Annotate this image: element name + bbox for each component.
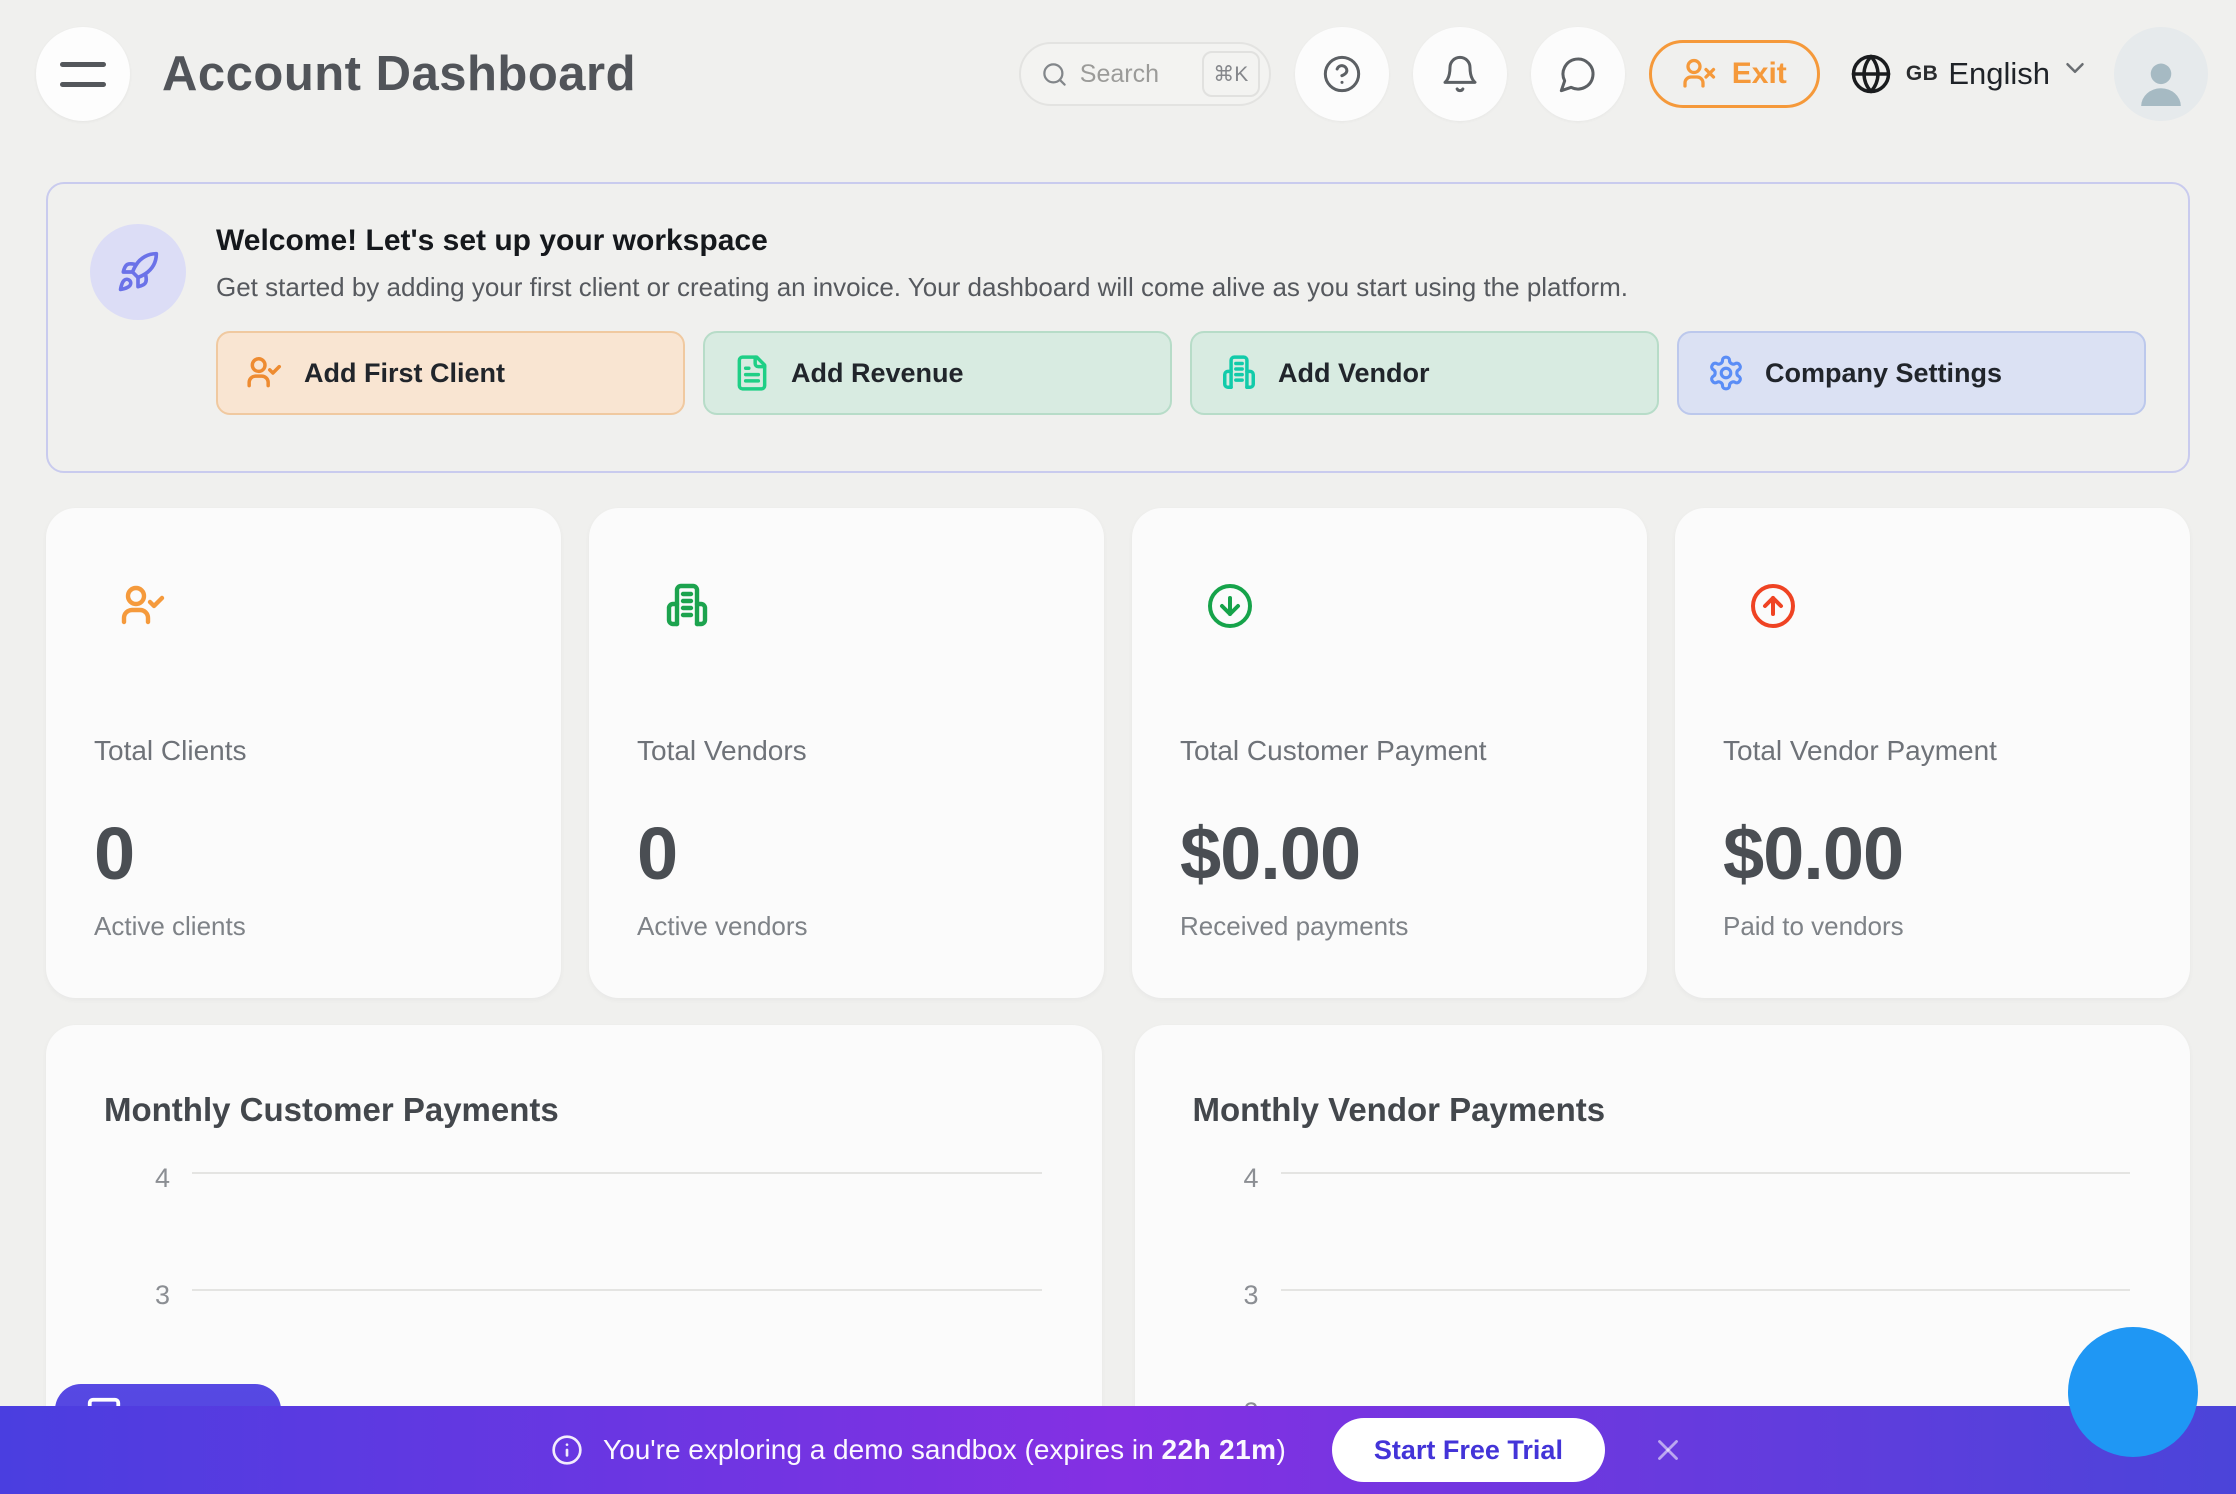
language-name: English bbox=[1948, 56, 2050, 91]
language-selector[interactable]: GB English bbox=[1850, 53, 2090, 95]
search-shortcut-badge: ⌘K bbox=[1201, 51, 1260, 97]
stat-card-total-clients: Total Clients 0 Active clients bbox=[46, 508, 561, 998]
rocket-icon bbox=[118, 251, 159, 292]
action-label: Add Revenue bbox=[791, 357, 964, 388]
welcome-subtitle: Get started by adding your first client … bbox=[216, 272, 1628, 302]
exit-label: Exit bbox=[1731, 57, 1787, 90]
stat-card-total-vendors: Total Vendors 0 Active vendors bbox=[589, 508, 1104, 998]
gridline bbox=[1280, 1288, 2130, 1291]
user-check-icon bbox=[247, 357, 281, 388]
banner-message: You're exploring a demo sandbox (expires… bbox=[603, 1434, 1286, 1465]
welcome-card: Welcome! Let's set up your workspace Get… bbox=[46, 182, 2190, 473]
stat-title: Total Clients bbox=[94, 735, 247, 766]
search-icon bbox=[1043, 62, 1066, 86]
building-icon bbox=[1223, 355, 1255, 389]
stat-subtitle: Active vendors bbox=[637, 911, 808, 941]
action-label: Add First Client bbox=[304, 357, 505, 388]
chart-title: Monthly Vendor Payments bbox=[1192, 1091, 1606, 1128]
arrow-down-circle-icon bbox=[1208, 584, 1252, 628]
top-bar-right: ⌘K Exit GB English bbox=[1018, 27, 2208, 121]
gridline bbox=[192, 1171, 1042, 1174]
stat-subtitle: Paid to vendors bbox=[1723, 911, 1904, 941]
exit-button[interactable]: Exit bbox=[1648, 40, 1820, 108]
welcome-title: Welcome! Let's set up your workspace bbox=[216, 224, 768, 257]
stat-subtitle: Received payments bbox=[1180, 911, 1409, 941]
banner-close-button[interactable] bbox=[1651, 1433, 1685, 1467]
stat-value: $0.00 bbox=[1180, 812, 1361, 895]
action-label: Add Vendor bbox=[1278, 357, 1430, 388]
globe-icon bbox=[1851, 54, 1891, 94]
y-axis-tick: 4 bbox=[1243, 1163, 1259, 1193]
stat-title: Total Vendor Payment bbox=[1723, 735, 1997, 766]
hamburger-icon bbox=[60, 61, 106, 87]
page-title: Account Dashboard bbox=[162, 47, 637, 101]
add-revenue-button[interactable]: Add Revenue bbox=[703, 331, 1172, 415]
demo-sandbox-banner: You're exploring a demo sandbox (expires… bbox=[0, 1406, 2236, 1494]
action-label: Company Settings bbox=[1765, 357, 2003, 388]
file-text-icon bbox=[737, 355, 767, 391]
stat-value: 0 bbox=[94, 812, 135, 895]
y-axis-tick: 4 bbox=[154, 1163, 170, 1193]
chart-title: Monthly Customer Payments bbox=[104, 1091, 559, 1128]
add-vendor-button[interactable]: Add Vendor bbox=[1190, 331, 1659, 415]
add-first-client-button[interactable]: Add First Client bbox=[216, 331, 685, 415]
gridline bbox=[1280, 1171, 2130, 1174]
expires-hours: 22h bbox=[1161, 1434, 1212, 1465]
search-box[interactable]: ⌘K bbox=[1018, 42, 1271, 106]
language-code: GB bbox=[1905, 62, 1939, 85]
expires-minutes: 21m bbox=[1219, 1434, 1277, 1465]
stat-card-total-vendor-payment: Total Vendor Payment $0.00 Paid to vendo… bbox=[1675, 508, 2190, 998]
chat-widget-launcher[interactable] bbox=[2068, 1327, 2198, 1457]
search-input[interactable] bbox=[1079, 59, 1190, 89]
chart-plot-area: 4 3 bbox=[104, 1157, 1044, 1494]
message-circle-icon bbox=[1559, 57, 1595, 93]
stat-value: $0.00 bbox=[1723, 812, 1904, 895]
stat-card-total-customer-payment: Total Customer Payment $0.00 Received pa… bbox=[1132, 508, 1647, 998]
user-icon bbox=[2141, 63, 2181, 106]
notifications-button[interactable] bbox=[1412, 27, 1507, 121]
menu-button[interactable] bbox=[36, 27, 130, 121]
y-axis-tick: 3 bbox=[154, 1280, 170, 1310]
stat-value: 0 bbox=[637, 812, 678, 895]
stat-title: Total Customer Payment bbox=[1180, 735, 1487, 766]
arrow-up-circle-icon bbox=[1751, 584, 1795, 628]
quick-actions: Add First Client Add Revenue Add Vendor … bbox=[216, 331, 2146, 415]
stats-row: Total Clients 0 Active clients Total Ven… bbox=[46, 508, 2190, 998]
avatar[interactable] bbox=[2114, 27, 2208, 121]
top-bar: Account Dashboard ⌘K Exit G bbox=[36, 26, 2208, 122]
gear-icon bbox=[1710, 355, 1742, 391]
user-x-icon bbox=[1683, 58, 1715, 88]
help-button[interactable] bbox=[1294, 27, 1389, 121]
info-icon bbox=[552, 1435, 582, 1465]
company-settings-button[interactable]: Company Settings bbox=[1677, 331, 2146, 415]
chevron-down-icon bbox=[2066, 63, 2084, 73]
chat-button[interactable] bbox=[1530, 27, 1625, 121]
gridline bbox=[192, 1288, 1042, 1291]
y-axis-tick: 3 bbox=[1243, 1280, 1259, 1310]
start-free-trial-button[interactable]: Start Free Trial bbox=[1331, 1418, 1605, 1482]
stat-subtitle: Active clients bbox=[94, 911, 246, 941]
help-circle-icon bbox=[1323, 55, 1360, 93]
close-icon bbox=[1658, 1440, 1678, 1460]
building-icon bbox=[666, 583, 708, 627]
stat-title: Total Vendors bbox=[637, 735, 807, 766]
rocket-badge bbox=[90, 224, 186, 320]
user-check-icon bbox=[121, 585, 165, 625]
bell-icon bbox=[1443, 55, 1477, 93]
